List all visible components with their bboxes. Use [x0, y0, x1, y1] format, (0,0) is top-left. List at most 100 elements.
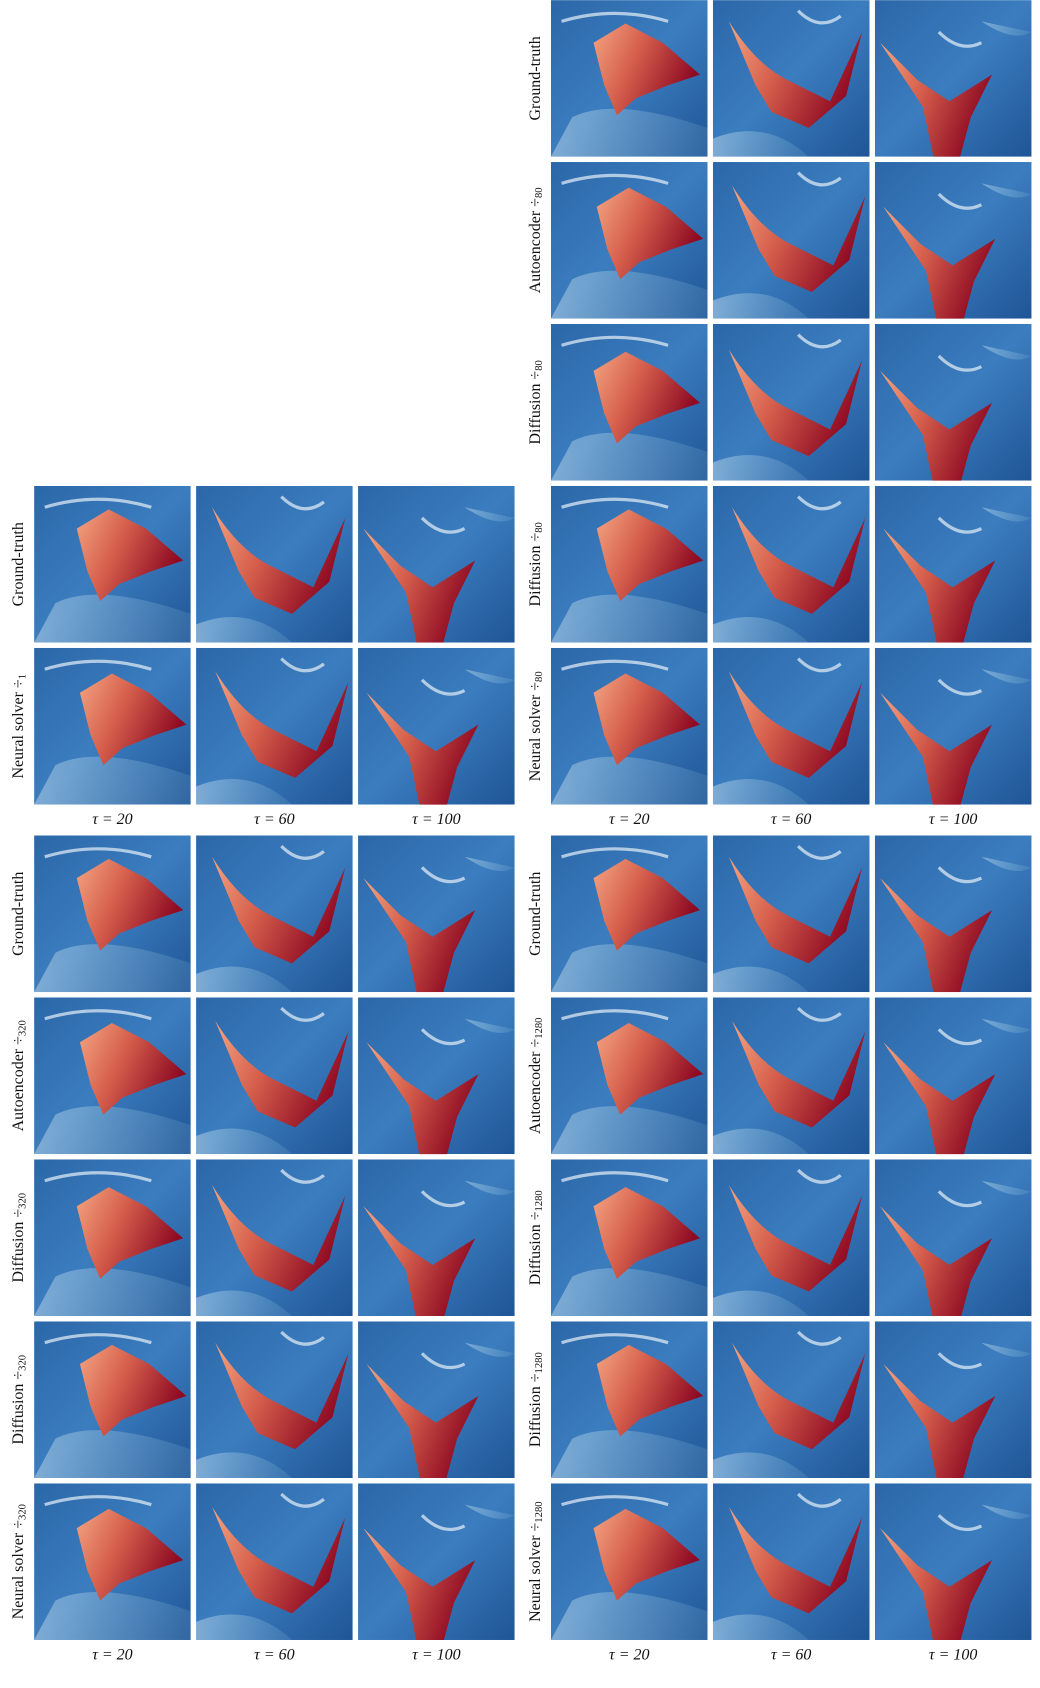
flow-streak	[981, 856, 1032, 871]
simulation-panel	[874, 485, 1032, 643]
column-label: τ = 60	[771, 1647, 811, 1664]
row-label: Diffusion ÷80	[527, 360, 546, 444]
hot-region	[76, 1187, 184, 1279]
hot-region	[593, 23, 701, 116]
flow-streak	[34, 944, 191, 993]
flow-streak	[420, 1352, 466, 1370]
flow-streak	[34, 1430, 191, 1479]
flow-streak	[712, 617, 809, 643]
flow-streak	[550, 1106, 708, 1155]
flow-streak	[464, 1018, 515, 1033]
flow-streak	[34, 594, 191, 643]
row-label-text: Diffusion ÷	[527, 1373, 544, 1447]
flow-streak	[796, 844, 842, 860]
hot-region	[215, 1342, 349, 1450]
flow-streak	[796, 1006, 842, 1022]
hot-region	[880, 692, 993, 805]
simulation-panel	[550, 324, 708, 481]
flow-streak	[712, 131, 809, 157]
simulation-panel	[358, 997, 515, 1155]
column-label: τ = 20	[92, 811, 132, 828]
flow-streak	[981, 1180, 1032, 1195]
simulation-panel	[550, 1483, 708, 1640]
flow-streak	[280, 1492, 325, 1508]
flow-streak	[34, 1592, 191, 1640]
panel-background	[196, 647, 353, 805]
hot-region	[728, 1184, 863, 1292]
flow-streak	[561, 1171, 669, 1183]
flow-streak	[44, 1495, 152, 1507]
hot-region	[883, 1042, 996, 1155]
simulation-panel	[874, 1483, 1032, 1640]
simulation-panel	[874, 324, 1032, 481]
flow-streak	[420, 1514, 466, 1532]
flow-streak	[796, 1492, 842, 1508]
row-label-subscript: 1280	[535, 1352, 546, 1373]
row-label: Neural solver ÷1280	[527, 1501, 546, 1622]
flow-streak	[796, 1168, 842, 1184]
row-label-text: Diffusion ÷	[527, 533, 544, 607]
hot-region	[728, 21, 863, 128]
panel-background	[712, 485, 870, 643]
flow-streak	[420, 866, 466, 884]
flow-streak	[280, 1168, 325, 1184]
simulation-panel	[874, 835, 1032, 993]
flow-streak	[196, 1452, 292, 1479]
simulation-panel	[34, 1321, 191, 1479]
flow-streak	[981, 1342, 1032, 1357]
flow-streak	[712, 455, 809, 481]
simulation-panel	[34, 997, 191, 1155]
flow-streak	[796, 1330, 842, 1346]
flow-streak	[712, 966, 809, 993]
row-label: Autoencoder ÷80	[527, 187, 546, 293]
column-label: τ = 100	[929, 1647, 977, 1664]
column-label: τ = 60	[254, 1647, 294, 1664]
hot-region	[880, 878, 993, 993]
row-label: Diffusion ÷1280	[527, 1352, 546, 1447]
simulation-panel	[34, 1483, 191, 1640]
simulation-panel	[550, 647, 708, 805]
row-label: Ground-truth	[10, 872, 27, 956]
flow-streak	[44, 659, 152, 671]
row-label-subscript: 1280	[535, 1501, 546, 1522]
flow-streak	[550, 944, 708, 993]
hot-region	[596, 187, 704, 280]
simulation-panel	[712, 162, 870, 319]
hot-region	[732, 185, 866, 293]
flow-streak	[464, 1342, 515, 1357]
flow-streak	[196, 966, 292, 993]
flow-streak	[44, 847, 152, 859]
panel-background	[196, 1321, 353, 1479]
row-label-subscript: 1280	[535, 1190, 546, 1211]
column-label: τ = 20	[609, 1647, 649, 1664]
row-label: Diffusion ÷320	[10, 1355, 29, 1445]
row-label: Ground-truth	[527, 872, 544, 956]
flow-streak	[981, 21, 1032, 36]
flow-streak	[44, 1333, 152, 1345]
row-label-subscript: 320	[18, 1355, 29, 1371]
flow-streak	[796, 333, 842, 349]
hot-region	[366, 1042, 479, 1155]
flow-streak	[34, 756, 191, 805]
panel-background	[712, 162, 870, 319]
row-label: Autoencoder ÷1280	[527, 1018, 546, 1135]
row-label-text: Diffusion ÷	[527, 371, 544, 445]
simulation-panel	[712, 647, 870, 805]
flow-streak	[712, 778, 809, 805]
simulation-panel	[196, 835, 353, 993]
hot-region	[363, 1528, 476, 1640]
flow-streak	[34, 1106, 191, 1155]
hot-region	[596, 1344, 704, 1437]
column-label: τ = 60	[771, 811, 811, 828]
flow-streak	[44, 1009, 152, 1021]
simulation-panel	[550, 485, 708, 643]
flow-streak	[196, 617, 292, 643]
column-label: τ = 100	[929, 811, 977, 828]
simulation-panel	[550, 997, 708, 1155]
hot-region	[212, 1184, 346, 1292]
flow-streak	[550, 1268, 708, 1317]
panel-background	[712, 1321, 870, 1479]
simulation-panel	[712, 0, 870, 157]
hot-region	[593, 858, 701, 951]
flow-streak	[561, 335, 669, 347]
